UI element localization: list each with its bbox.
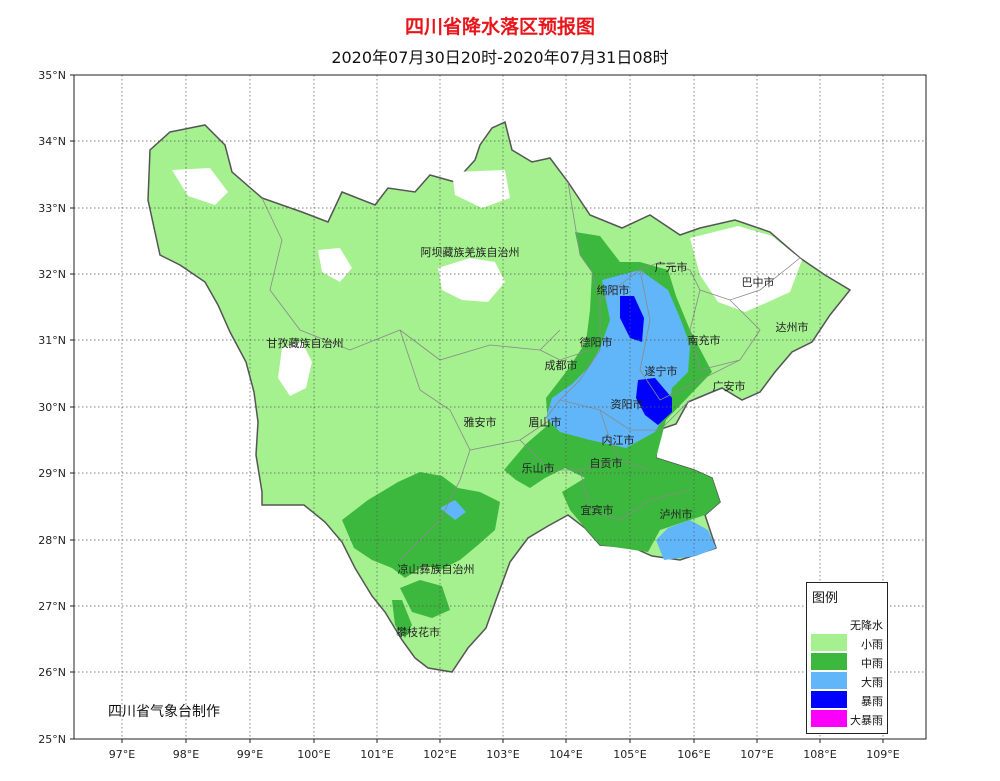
legend-label: 小雨: [861, 638, 883, 651]
map-title: 四川省降水落区预报图: [404, 16, 595, 38]
legend-label: 大雨: [861, 676, 883, 689]
lat-label: 25°N: [38, 733, 66, 746]
city-label-bazhong: 巴中市: [742, 275, 775, 289]
legend-item-heavy-rain: 大雨: [811, 672, 885, 689]
city-label-nanchong: 南充市: [688, 333, 721, 347]
lon-label: 109°E: [866, 748, 899, 761]
legend-swatch: [811, 634, 847, 651]
lon-label: 102°E: [423, 748, 456, 761]
city-label-luzhou: 泸州市: [660, 507, 693, 521]
lat-label: 33°N: [38, 202, 66, 215]
legend-swatch: [811, 615, 847, 632]
moderate-rain-area-panzhihua: [392, 600, 412, 638]
lon-label: 101°E: [360, 748, 393, 761]
no-rain-area-aba: [438, 258, 505, 302]
no-rain-area-ganzi: [278, 342, 312, 396]
city-label-chengdu: 成都市: [545, 358, 578, 372]
lon-label: 97°E: [109, 748, 135, 761]
legend-item-moderate-rain: 中雨: [811, 653, 885, 670]
legend-title: 图例: [812, 591, 839, 606]
province-light-rain-area: [147, 120, 852, 673]
heavy-rain-area-southwest: [440, 500, 466, 520]
lat-label: 29°N: [38, 467, 66, 480]
city-label-panzhihua: 攀枝花市: [396, 625, 440, 639]
legend-swatch: [811, 691, 847, 708]
rainstorm-area-suining: [636, 378, 672, 425]
no-rain-area-aba-west: [318, 248, 352, 282]
legend-swatch: [811, 672, 847, 689]
lat-label: 35°N: [38, 69, 66, 82]
lat-label: 27°N: [38, 600, 66, 613]
map-subtitle: 2020年07月30日20时-2020年07月31日08时: [331, 48, 669, 67]
legend-label: 大暴雨: [850, 714, 883, 727]
lat-label: 28°N: [38, 534, 66, 547]
axis-ticks: [70, 74, 884, 743]
city-label-zigong: 自贡市: [590, 456, 623, 470]
city-label-suining: 遂宁市: [645, 364, 678, 378]
lon-label: 104°E: [549, 748, 582, 761]
lat-label: 31°N: [38, 334, 66, 347]
lon-label: 100°E: [297, 748, 330, 761]
legend-label: 无降水: [850, 619, 883, 632]
city-label-guangan: 广安市: [713, 379, 746, 393]
map-legend: 图例 无降水 小雨 中雨 大雨 暴雨 大暴雨: [806, 582, 888, 734]
city-label-neijiang: 内江市: [602, 433, 635, 447]
map-grid: [74, 75, 926, 739]
legend-item-light-rain: 小雨: [811, 634, 885, 651]
legend-label: 中雨: [861, 657, 883, 670]
lon-label: 99°E: [237, 748, 263, 761]
lat-label: 26°N: [38, 666, 66, 679]
region-label-liangshan: 凉山彝族自治州: [398, 562, 475, 576]
rainstorm-area-mianyang: [620, 296, 644, 342]
city-label-leshan: 乐山市: [522, 461, 555, 475]
lat-label: 32°N: [38, 268, 66, 281]
no-rain-area-northeast: [690, 226, 802, 312]
lon-label: 107°E: [740, 748, 773, 761]
legend-item-heavy-rainstorm: 大暴雨: [811, 710, 885, 727]
precipitation-areas: [147, 120, 852, 673]
city-label-mianyang: 绵阳市: [597, 283, 630, 297]
city-label-yibin: 宜宾市: [581, 503, 614, 517]
lon-label: 106°E: [677, 748, 710, 761]
legend-swatch: [811, 710, 847, 727]
issuer-credit: 四川省气象台制作: [108, 704, 220, 720]
lon-label: 103°E: [486, 748, 519, 761]
legend-item-rainstorm: 暴雨: [811, 691, 885, 708]
city-label-guangyuan: 广元市: [655, 260, 688, 274]
moderate-rain-area-southwest: [342, 472, 500, 578]
city-label-ziyang: 资阳市: [611, 397, 644, 411]
no-rain-area-west: [172, 168, 228, 205]
lat-label: 30°N: [38, 401, 66, 414]
legend-swatch: [811, 653, 847, 670]
region-label-aba: 阿坝藏族羌族自治州: [421, 245, 520, 259]
lon-label: 98°E: [173, 748, 199, 761]
legend-label: 暴雨: [861, 695, 883, 708]
legend-item-no-rain: 无降水: [811, 615, 885, 632]
city-label-meishan: 眉山市: [529, 415, 562, 429]
lat-label: 34°N: [38, 135, 66, 148]
city-label-deyang: 德阳市: [580, 335, 613, 349]
lon-label: 105°E: [613, 748, 646, 761]
lon-label: 108°E: [803, 748, 836, 761]
moderate-rain-area-liangshan: [400, 580, 450, 618]
city-label-dazhou: 达州市: [776, 320, 809, 334]
no-rain-area-north: [452, 170, 510, 208]
region-label-ganzi: 甘孜藏族自治州: [267, 336, 344, 350]
city-label-yaan: 雅安市: [464, 415, 497, 429]
